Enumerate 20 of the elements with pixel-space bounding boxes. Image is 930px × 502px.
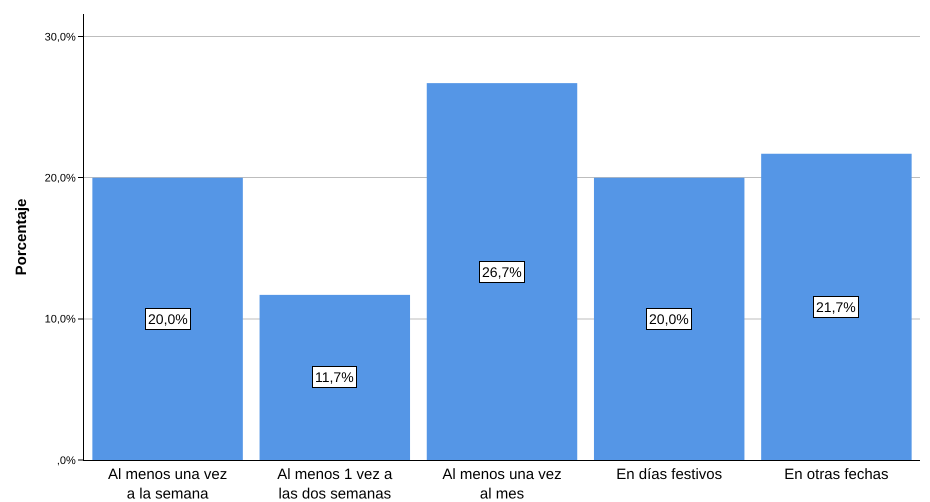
- bar: [92, 178, 243, 460]
- data-label: 26,7%: [482, 264, 522, 280]
- y-tick-label: 20,0%: [44, 172, 76, 185]
- y-tick-label: ,0%: [56, 454, 76, 467]
- bar: [426, 83, 578, 460]
- x-tick-label: Al menos una vez a la semana: [108, 466, 228, 502]
- bar: [761, 154, 912, 460]
- data-label: 21,7%: [816, 299, 856, 315]
- y-axis-title: Porcentaje: [12, 198, 30, 276]
- data-label: 11,7%: [315, 369, 354, 385]
- x-tick-label: En días festivos: [616, 466, 722, 483]
- x-tick-label: Al menos una vez al mes: [442, 466, 562, 502]
- x-tick-label: Al menos 1 vez a las dos semanas: [277, 466, 393, 502]
- x-tick-label: En otras fechas: [784, 466, 889, 483]
- bar: [594, 178, 744, 460]
- bar: [260, 294, 410, 460]
- data-label: 20,0%: [148, 311, 188, 327]
- y-tick-label: 10,0%: [44, 314, 76, 326]
- y-tick-label: 30,0%: [44, 31, 76, 44]
- data-label: 20,0%: [649, 311, 689, 327]
